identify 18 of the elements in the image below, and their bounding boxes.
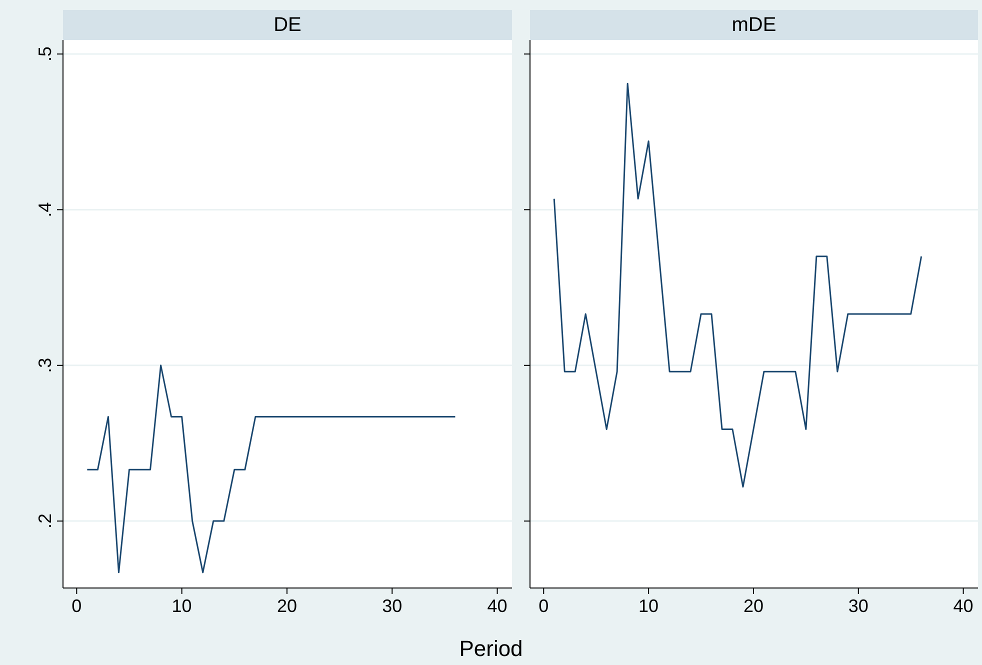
x-tick-label: 20: [743, 596, 764, 616]
x-axis-title: Period: [459, 636, 523, 661]
chart-title: DE: [274, 14, 302, 36]
x-tick-label: 40: [953, 596, 974, 616]
y-tick-label: .5: [35, 46, 55, 62]
x-tick-label: 20: [276, 596, 297, 616]
y-tick-label: .3: [35, 358, 55, 373]
y-tick-label: .2: [35, 514, 55, 529]
x-tick-label: 40: [487, 596, 508, 616]
y-tick-label: .4: [35, 202, 55, 218]
x-tick-label: 0: [538, 596, 549, 616]
chart-title: mDE: [732, 14, 776, 36]
x-tick-label: 30: [382, 596, 402, 616]
x-tick-label: 10: [172, 596, 192, 616]
x-tick-label: 0: [72, 596, 82, 616]
x-tick-label: 30: [848, 596, 868, 616]
line-series: [86, 364, 456, 574]
x-tick-label: 10: [638, 596, 659, 616]
